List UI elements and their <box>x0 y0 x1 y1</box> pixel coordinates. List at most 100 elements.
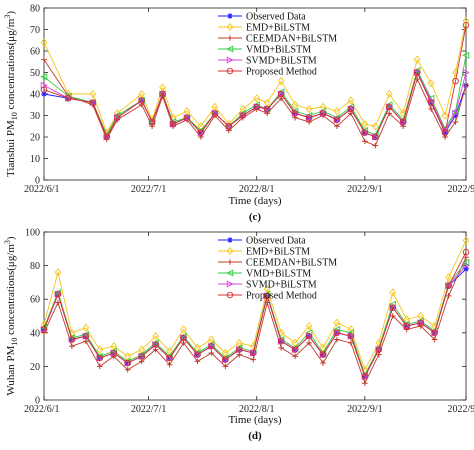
panel-label: (d) <box>248 430 262 442</box>
y-axis-label-part: Wuhan PM <box>5 345 17 395</box>
series-2-3 <box>41 254 469 386</box>
y-axis-label-part: ) <box>5 11 17 15</box>
y-tick-label: 50 <box>30 68 40 79</box>
data-point <box>68 336 76 343</box>
data-point <box>263 292 271 300</box>
series-1-6 <box>40 21 470 141</box>
data-point <box>462 21 470 29</box>
data-point <box>291 346 299 353</box>
x-tick-label: 2022/9/1 <box>347 184 383 195</box>
legend-label: Proposed Method <box>246 291 317 302</box>
data-point <box>413 66 421 74</box>
data-point <box>277 337 285 345</box>
legend-label: EMD+BiLSTM <box>246 23 310 34</box>
data-point <box>97 363 103 370</box>
data-point <box>103 133 111 141</box>
data-point <box>463 266 469 272</box>
data-point <box>372 133 379 141</box>
data-point <box>389 288 397 297</box>
series-2-6 <box>40 248 470 380</box>
legend-label: Proposed Method <box>246 67 317 78</box>
data-point <box>138 97 145 104</box>
data-point <box>305 111 313 120</box>
data-point <box>333 107 341 116</box>
data-point <box>138 353 145 360</box>
data-point <box>113 114 121 121</box>
y-axis-label-part: 10 <box>10 338 19 346</box>
data-point <box>306 340 312 346</box>
legend-label: CEEMDAN+BiLSTM <box>246 258 337 269</box>
data-point <box>333 329 341 337</box>
data-point <box>347 103 355 111</box>
data-point <box>65 95 72 102</box>
data-point <box>166 354 173 362</box>
data-point <box>291 110 299 117</box>
data-point <box>333 318 341 327</box>
data-point <box>82 323 90 332</box>
data-point <box>462 248 470 256</box>
data-point <box>452 77 459 85</box>
y-axis-label-part: ) <box>5 236 17 240</box>
legend-label: CEEMDAN+BiLSTM <box>246 34 337 45</box>
data-point <box>445 293 452 299</box>
data-point <box>194 358 201 365</box>
y-tick-label: 10 <box>30 154 40 165</box>
data-point <box>69 343 75 350</box>
data-point <box>319 110 327 117</box>
data-point <box>452 112 459 119</box>
legend-marker <box>226 45 234 53</box>
legend-marker <box>227 259 233 265</box>
legend-label: EMD+BiLSTM <box>246 247 310 258</box>
plot-frame <box>43 231 467 401</box>
legend-marker <box>226 269 234 277</box>
data-point <box>452 119 459 125</box>
y-axis-label-part: Tianshui PM <box>5 120 17 177</box>
data-point <box>431 336 438 343</box>
series-line <box>43 25 467 138</box>
data-point <box>386 103 393 111</box>
data-point <box>208 350 215 356</box>
data-point <box>291 100 299 109</box>
y-tick-label: 70 <box>30 25 40 36</box>
data-point <box>180 334 187 342</box>
chart-panel-2: 0 20 40 60 80 100 2022/6/1 2022/7/1 2022/8/1 2022… <box>3 228 474 443</box>
data-point <box>124 366 131 373</box>
data-point <box>41 56 47 63</box>
legend-label: SVMD+BiLSTM <box>246 56 317 67</box>
data-point <box>225 122 233 130</box>
data-point <box>110 349 118 357</box>
data-point <box>463 82 469 89</box>
y-axis-label-part: 3 <box>3 15 12 19</box>
data-point <box>441 129 449 136</box>
data-point <box>388 300 397 308</box>
x-tick-label: 2022/9/30 <box>447 184 474 195</box>
data-point <box>372 142 379 149</box>
data-point <box>148 118 156 126</box>
data-point <box>334 123 340 130</box>
data-point <box>385 101 393 109</box>
series-line <box>43 20 467 134</box>
y-tick-label: 20 <box>30 133 40 144</box>
x-tick-label: 2022/8/1 <box>239 404 275 415</box>
data-point <box>250 349 257 357</box>
legend-marker <box>226 246 234 256</box>
series-2-2 <box>40 236 470 374</box>
data-point <box>211 110 219 117</box>
data-point <box>462 51 470 59</box>
legend-marker <box>226 67 234 75</box>
data-point <box>417 319 424 326</box>
y-axis-label-part: μg/m <box>5 18 17 41</box>
data-point <box>89 99 97 106</box>
data-point <box>399 118 407 126</box>
data-point <box>334 336 340 343</box>
data-point <box>250 356 257 363</box>
y-tick-label: 30 <box>30 111 40 122</box>
data-point <box>152 332 159 341</box>
y-tick-label: 60 <box>30 295 40 306</box>
y-tick-label: 40 <box>30 328 40 339</box>
data-point <box>152 341 159 348</box>
data-point <box>305 114 313 121</box>
data-point <box>386 110 393 117</box>
legend-marker <box>226 291 234 299</box>
